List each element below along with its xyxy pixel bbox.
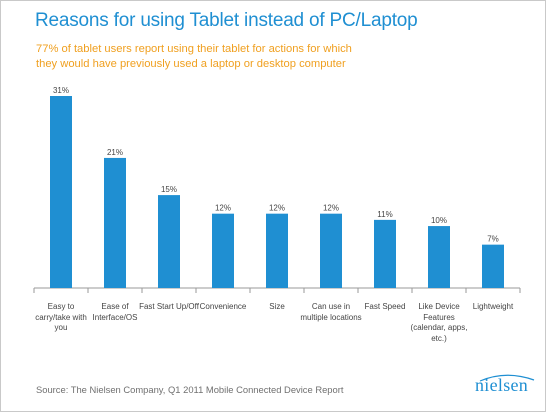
source-note: Source: The Nielsen Company, Q1 2011 Mob… bbox=[36, 384, 344, 395]
data-label: 31% bbox=[53, 86, 69, 95]
category-label: Like Device Features (calendar, apps, et… bbox=[410, 302, 468, 343]
data-label: 11% bbox=[377, 210, 392, 219]
bar bbox=[482, 244, 504, 288]
data-label: 21% bbox=[107, 148, 123, 157]
data-label: 7% bbox=[487, 235, 499, 244]
bar bbox=[212, 213, 234, 288]
bar bbox=[266, 213, 288, 288]
bar bbox=[374, 219, 396, 288]
nielsen-logo: nielsen bbox=[475, 375, 529, 395]
category-label: Easy to carry/take with you bbox=[35, 302, 87, 332]
category-label: Convenience bbox=[199, 302, 247, 311]
data-label: 12% bbox=[269, 204, 285, 213]
category-label: Size bbox=[269, 302, 285, 311]
category-label: Can use in multiple locations bbox=[300, 302, 362, 322]
data-label: 12% bbox=[215, 204, 231, 213]
bar bbox=[104, 157, 126, 288]
nielsen-logo-arc bbox=[479, 374, 535, 382]
bar bbox=[158, 195, 180, 288]
bar bbox=[320, 213, 342, 288]
chart-title: Reasons for using Tablet instead of PC/L… bbox=[35, 10, 418, 31]
bar bbox=[428, 226, 450, 288]
data-label: 12% bbox=[323, 204, 339, 213]
data-label: 10% bbox=[431, 216, 447, 225]
category-label: Lightweight bbox=[472, 302, 514, 311]
category-label: Fast Speed bbox=[364, 302, 406, 311]
data-label: 15% bbox=[161, 185, 177, 194]
bar bbox=[50, 96, 72, 288]
category-label: Fast Start Up/Off bbox=[139, 302, 199, 311]
chart-subtitle: 77% of tablet users report using their t… bbox=[36, 43, 352, 70]
category-label: Ease of Interface/OS bbox=[92, 302, 138, 322]
